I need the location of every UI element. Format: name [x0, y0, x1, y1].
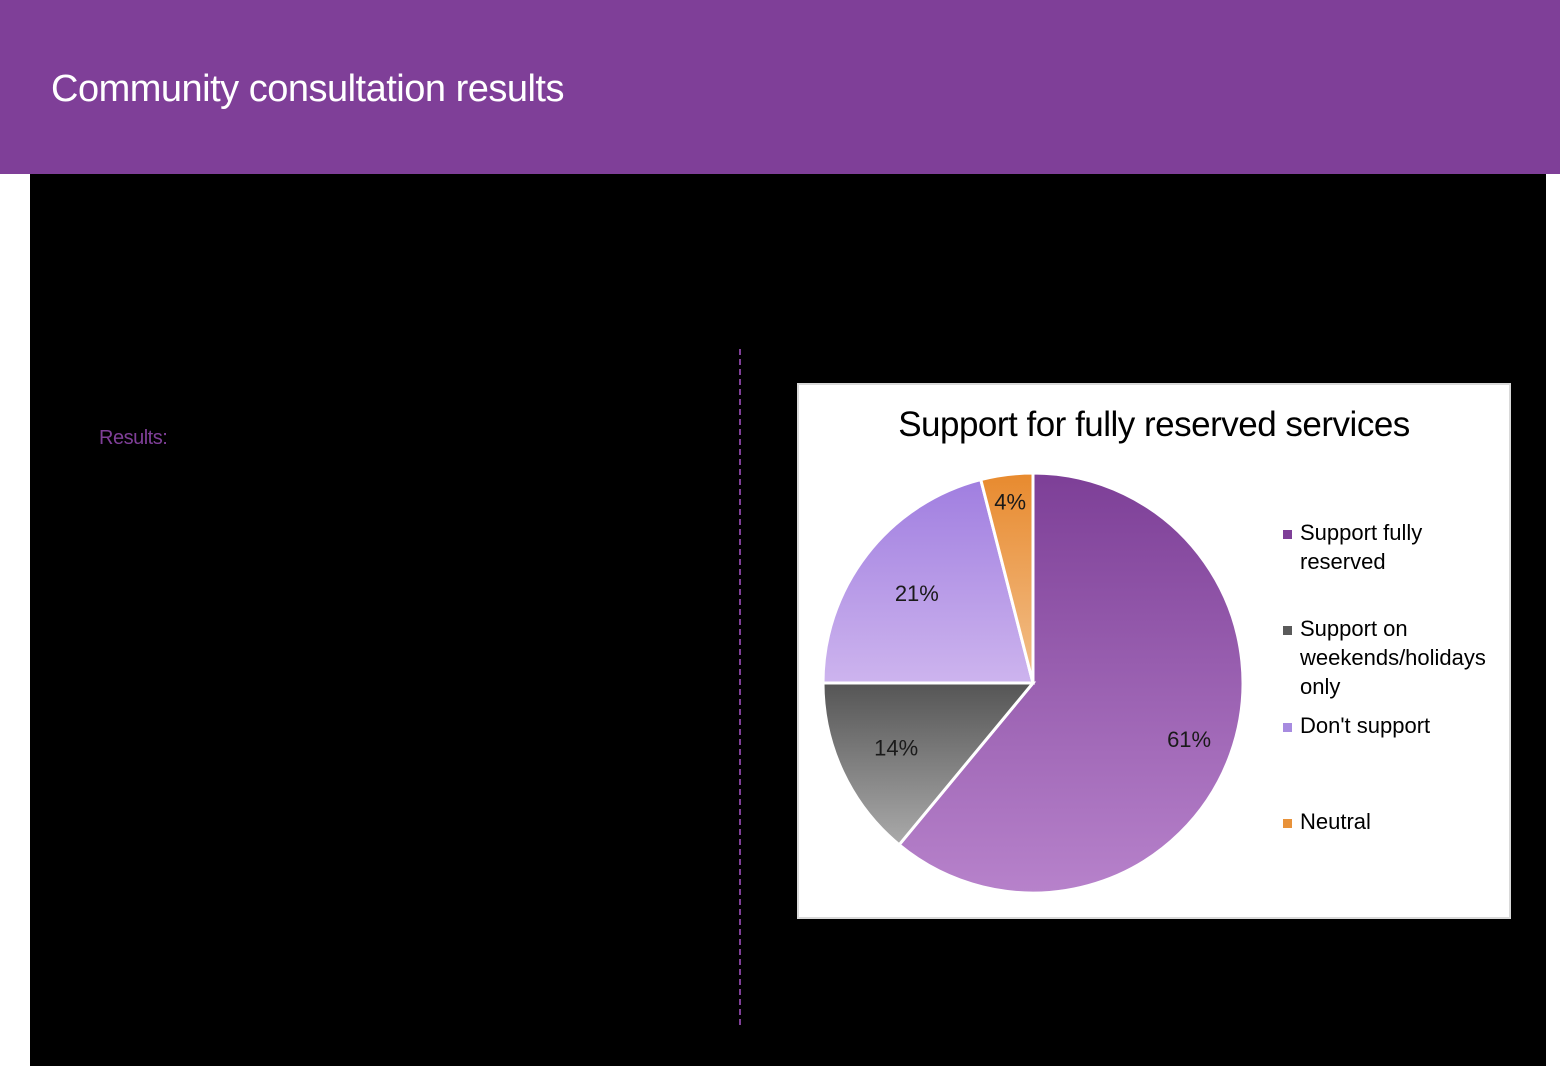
legend-label: Support fully reserved — [1300, 520, 1423, 574]
legend-label: Neutral — [1300, 809, 1371, 834]
slice-label: 4% — [994, 490, 1026, 515]
slice-label: 21% — [895, 581, 939, 606]
legend-swatch — [1283, 626, 1292, 635]
page-title: Community consultation results — [51, 68, 565, 110]
pie-slice — [821, 681, 1037, 847]
slice-label: 14% — [874, 735, 918, 760]
legend-label: Support on weekends/holidays only — [1300, 616, 1486, 699]
pie-svg: 61% 14% 21% 4% — [821, 471, 1245, 895]
results-label: Results: — [99, 427, 168, 449]
legend: Support fully reserved Support on weeken… — [1279, 385, 1509, 917]
legend-swatch — [1283, 530, 1292, 539]
slice-label: 61% — [1167, 727, 1211, 752]
pie-slice — [978, 471, 1035, 684]
legend-label: Don't support — [1300, 713, 1431, 738]
pie-slice — [897, 471, 1245, 895]
section-divider — [739, 349, 741, 1025]
pie-chart: Support for fully reserved services 61% 1… — [797, 383, 1511, 919]
legend-swatch — [1283, 723, 1292, 732]
chart-title: Support for fully reserved services — [898, 405, 1410, 444]
pie-slice — [821, 477, 1035, 685]
header-band — [0, 0, 1560, 174]
legend-swatch — [1283, 819, 1292, 828]
